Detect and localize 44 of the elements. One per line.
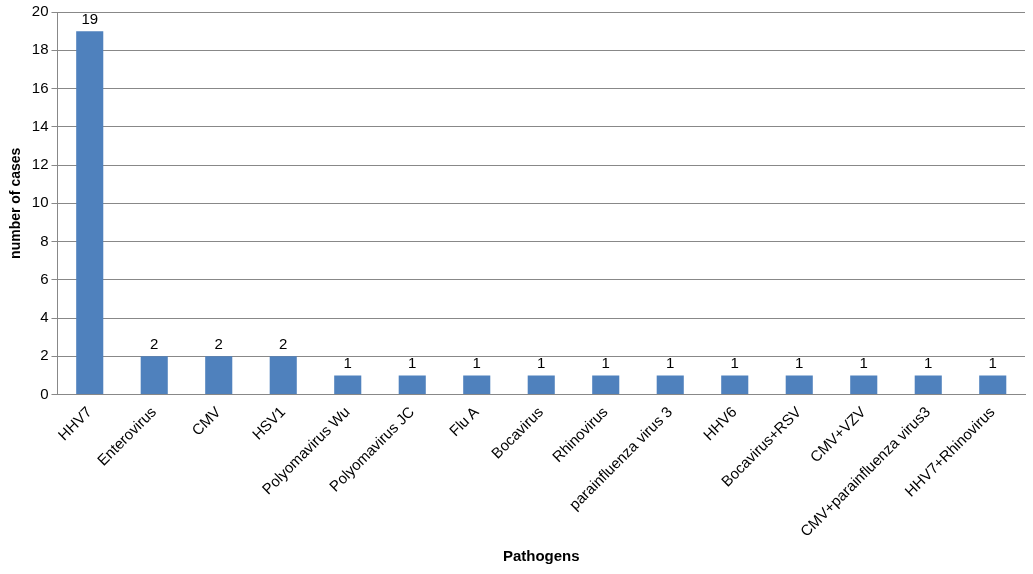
- y-tick-label: 8: [40, 231, 49, 249]
- data-label: 1: [795, 354, 804, 372]
- y-tick-label: 20: [31, 2, 49, 20]
- bar: [656, 375, 684, 395]
- bar: [334, 375, 362, 395]
- data-label: 1: [601, 354, 610, 372]
- bar: [140, 356, 168, 395]
- bar: [269, 356, 297, 395]
- y-tick-label: 4: [40, 308, 49, 326]
- bar: [721, 375, 749, 395]
- y-tick-label: 18: [31, 40, 49, 58]
- data-label: 1: [537, 354, 546, 372]
- x-axis-title: Pathogens: [502, 547, 580, 565]
- bar: [205, 356, 233, 395]
- bar: [592, 375, 620, 395]
- data-label: 1: [859, 354, 868, 372]
- data-label: 1: [924, 354, 933, 372]
- bar: [850, 375, 878, 395]
- data-label: 19: [81, 9, 99, 27]
- y-tick-label: 2: [40, 346, 49, 364]
- data-label: 2: [214, 334, 223, 352]
- y-tick-label: 0: [40, 384, 49, 402]
- bar: [76, 31, 104, 395]
- y-tick-label: 10: [31, 193, 49, 211]
- bar: [914, 375, 942, 395]
- data-label: 1: [408, 354, 417, 372]
- data-label: 1: [666, 354, 675, 372]
- bar: [527, 375, 555, 395]
- data-label: 1: [988, 354, 997, 372]
- data-label: 1: [343, 354, 352, 372]
- bar: [785, 375, 813, 395]
- bar: [398, 375, 426, 395]
- y-tick-label: 16: [31, 78, 49, 96]
- bar: [979, 375, 1007, 395]
- y-tick-label: 6: [40, 269, 49, 287]
- data-label: 2: [150, 334, 159, 352]
- bar: [463, 375, 491, 395]
- data-label: 2: [279, 334, 288, 352]
- y-tick-label: 12: [31, 155, 49, 173]
- y-axis-title: number of cases: [7, 147, 24, 259]
- y-tick-label: 14: [31, 116, 49, 134]
- data-label: 1: [472, 354, 481, 372]
- data-label: 1: [730, 354, 739, 372]
- x-tick-label: Flu A: [445, 402, 482, 440]
